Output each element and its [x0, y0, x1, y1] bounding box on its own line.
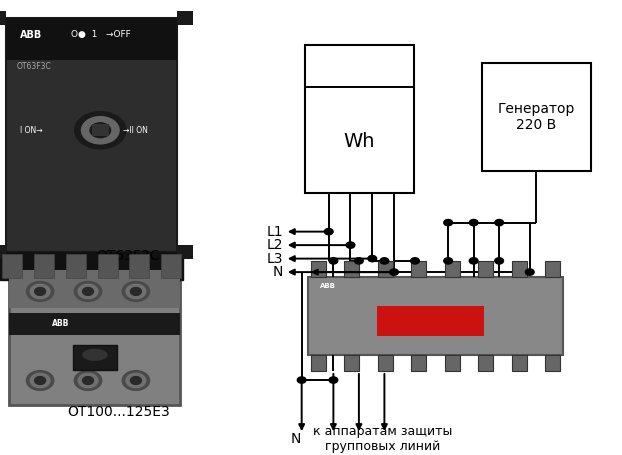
Circle shape [75, 111, 126, 149]
Text: O●  1   →OFF: O● 1 →OFF [71, 30, 131, 39]
Circle shape [329, 258, 338, 264]
Text: N: N [291, 431, 301, 445]
Bar [0, 11, 6, 25]
Bar [310, 261, 325, 277]
Bar [378, 355, 392, 371]
Bar [92, 124, 109, 136]
Text: Генератор
220 В: Генератор 220 В [498, 102, 575, 132]
Circle shape [346, 242, 355, 248]
Text: L3: L3 [266, 252, 283, 266]
Bar [0, 245, 6, 258]
Text: N: N [272, 265, 283, 279]
Circle shape [355, 258, 363, 264]
Circle shape [30, 284, 50, 298]
Text: Wh: Wh [343, 132, 375, 151]
Bar [411, 355, 426, 371]
Circle shape [469, 219, 478, 226]
Circle shape [329, 377, 338, 383]
Circle shape [494, 258, 503, 264]
Bar [34, 254, 54, 278]
Circle shape [389, 269, 398, 275]
Circle shape [78, 284, 98, 298]
Text: →II ON: →II ON [123, 126, 147, 135]
Circle shape [75, 371, 101, 390]
Text: L1: L1 [266, 225, 283, 238]
Bar [177, 245, 193, 258]
Bar [66, 254, 86, 278]
Bar [445, 355, 460, 371]
Text: к аппаратам защиты
групповых линий: к аппаратам защиты групповых линий [313, 425, 452, 453]
Circle shape [411, 258, 419, 264]
Circle shape [83, 288, 93, 295]
Text: ABB: ABB [20, 30, 42, 40]
Bar [98, 254, 118, 278]
Circle shape [126, 373, 146, 388]
Bar [482, 63, 591, 171]
Circle shape [368, 255, 376, 262]
Bar [9, 270, 180, 405]
Circle shape [81, 116, 119, 144]
Bar [512, 261, 527, 277]
Circle shape [494, 219, 503, 226]
Text: OT100...125E3: OT100...125E3 [67, 404, 170, 419]
Text: I ON→: I ON→ [20, 126, 42, 135]
Bar [378, 261, 392, 277]
Circle shape [126, 284, 146, 298]
Bar [512, 355, 527, 371]
Circle shape [75, 282, 101, 301]
Bar [478, 261, 493, 277]
Bar [9, 313, 180, 334]
Bar [377, 306, 484, 336]
Circle shape [26, 282, 53, 301]
Circle shape [122, 282, 149, 301]
Bar [445, 261, 460, 277]
Bar [177, 11, 193, 25]
Bar [545, 261, 560, 277]
Bar [344, 355, 359, 371]
Bar [161, 254, 181, 278]
Text: OT63F3C: OT63F3C [16, 62, 51, 71]
Text: ABB: ABB [320, 283, 337, 289]
Circle shape [26, 371, 53, 390]
Circle shape [35, 377, 45, 384]
Circle shape [380, 258, 389, 264]
Circle shape [443, 219, 452, 226]
Circle shape [122, 371, 149, 390]
Bar [305, 45, 414, 193]
Text: L2: L2 [266, 238, 283, 252]
Text: ABB: ABB [52, 319, 70, 329]
Circle shape [131, 377, 141, 384]
Circle shape [78, 373, 98, 388]
Bar [9, 270, 180, 308]
Circle shape [83, 377, 93, 384]
Circle shape [90, 123, 111, 138]
Circle shape [469, 258, 478, 264]
Circle shape [324, 228, 333, 235]
Bar [308, 277, 563, 355]
Bar [0, 252, 183, 280]
Bar [6, 18, 177, 60]
Circle shape [35, 288, 45, 295]
Bar [129, 254, 149, 278]
Bar [310, 355, 325, 371]
Circle shape [30, 373, 50, 388]
Bar [6, 18, 177, 252]
Bar [478, 355, 493, 371]
Circle shape [443, 258, 452, 264]
Circle shape [526, 269, 534, 275]
Bar [73, 345, 117, 370]
Bar [545, 355, 560, 371]
Bar [344, 261, 359, 277]
Circle shape [297, 377, 306, 383]
Bar [2, 254, 22, 278]
Circle shape [131, 288, 141, 295]
Ellipse shape [83, 349, 107, 360]
Text: OT63F3C: OT63F3C [96, 249, 159, 263]
Bar [411, 261, 426, 277]
